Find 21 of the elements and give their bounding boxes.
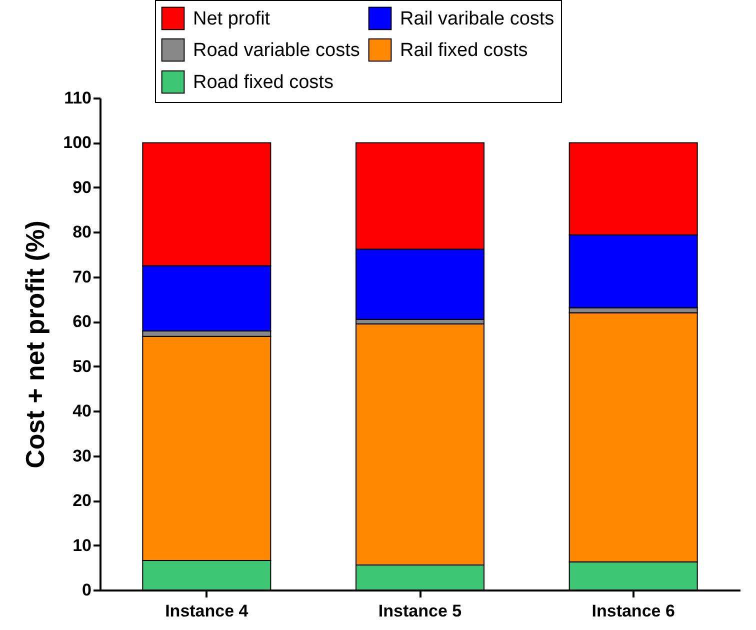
x-tick-label: Instance 5 bbox=[378, 602, 462, 620]
y-tick-label: 80 bbox=[72, 222, 92, 242]
legend-label: Net profit bbox=[193, 8, 271, 30]
y-tick-label: 70 bbox=[72, 267, 92, 286]
y-tick-label: 10 bbox=[72, 536, 92, 555]
legend-label: Rail varibale costs bbox=[400, 8, 554, 30]
y-tick-label: 100 bbox=[63, 133, 92, 152]
legend-label: Rail fixed costs bbox=[400, 40, 528, 61]
legend-label: Road fixed costs bbox=[193, 72, 334, 93]
y-tick-label: 60 bbox=[72, 312, 92, 332]
y-tick-label: 0 bbox=[82, 580, 92, 600]
y-tick-label: 40 bbox=[72, 402, 92, 421]
y-tick-label: 110 bbox=[64, 88, 92, 108]
x-tick-label: Instance 6 bbox=[592, 602, 675, 620]
x-tick-label: Instance 4 bbox=[165, 602, 249, 620]
y-tick-label: 30 bbox=[72, 446, 92, 466]
y-axis-title: Cost + net profit (%) bbox=[20, 220, 50, 468]
y-tick-label: 90 bbox=[72, 178, 92, 197]
y-tick-label: 50 bbox=[72, 356, 92, 376]
y-tick-label: 20 bbox=[72, 491, 92, 510]
legend-label: Road variable costs bbox=[193, 40, 360, 61]
